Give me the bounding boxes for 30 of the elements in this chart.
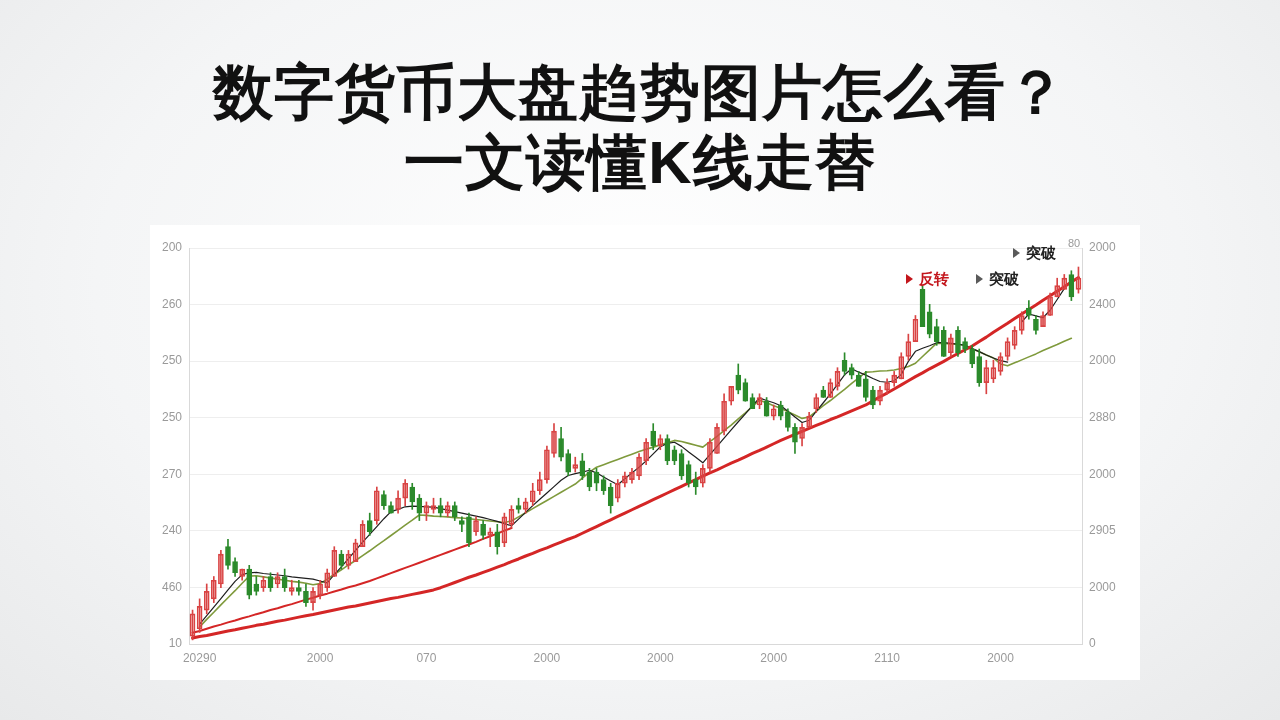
category-label: 250 [161,410,182,425]
category-label: 2000 [1089,466,1116,481]
annotation: 反转 [919,269,950,288]
category-label: 250 [161,353,182,368]
text: 80 [1068,237,1081,249]
category-label: 2000 [1089,579,1116,594]
x-tick-label: 20290 [182,650,217,665]
x-tick-label: 2000 [987,650,1015,665]
category-label: 2000 [1089,353,1116,368]
chart-subtitle: 一文读懂K线走替 [403,128,877,198]
x-tick-label: 2000 [306,650,334,665]
category-label: 240 [161,523,182,538]
x-tick-label: 2000 [533,650,561,665]
x-tick-label: 2000 [760,650,788,665]
text: 突破 [1026,243,1057,262]
category-label: 270 [161,466,182,481]
category-label: 2400 [1089,296,1116,311]
category-label: 200 [161,240,182,255]
category-label: 260 [161,296,182,311]
category-label: 2000 [1089,240,1116,255]
chart-title: 数字货币大盘趋势图片怎么看？ [213,59,1067,126]
x-tick-label: 2000 [646,650,674,665]
category-label: 0 [1089,636,1096,651]
x-tick-label: 2110 [874,650,901,665]
annotation: 突破 [988,269,1019,288]
category-label: 10 [168,636,182,651]
category-label: 2880 [1089,410,1116,425]
x-tick-label: 070 [416,650,437,665]
category-label: 2905 [1089,523,1116,538]
category-label: 460 [161,579,182,594]
